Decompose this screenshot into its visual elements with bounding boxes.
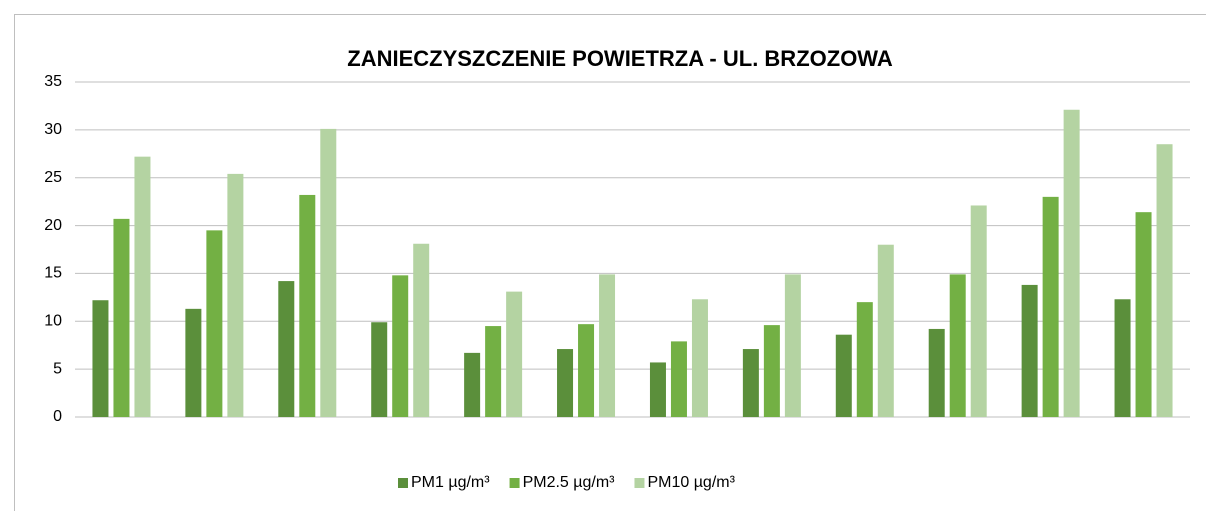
- bar: [970, 205, 987, 417]
- legend-swatch: [398, 478, 408, 488]
- y-tick-label: 35: [44, 73, 62, 90]
- bar: [134, 156, 151, 417]
- y-tick-label: 15: [44, 265, 62, 282]
- bar: [649, 362, 666, 417]
- bar: [506, 291, 523, 417]
- bar: [578, 324, 595, 417]
- y-tick-label: 20: [44, 217, 62, 234]
- bar: [1063, 109, 1080, 417]
- bar: [928, 328, 945, 417]
- bar: [371, 322, 388, 417]
- bar: [299, 194, 316, 417]
- bar: [835, 334, 852, 417]
- bar: [278, 281, 295, 417]
- y-tick-label: 0: [53, 408, 62, 425]
- bar: [1156, 144, 1173, 417]
- legend-swatch: [634, 478, 645, 488]
- chart-border: [14, 14, 1206, 511]
- bar: [227, 173, 244, 417]
- bar: [784, 274, 801, 417]
- bar: [413, 243, 430, 417]
- bar: [185, 308, 202, 417]
- legend-label: PM2.5 µg/m³: [523, 474, 616, 491]
- bar: [1135, 212, 1152, 417]
- bar: [485, 326, 502, 417]
- bar: [464, 352, 481, 417]
- bar: [557, 349, 574, 417]
- legend-label: PM1 µg/m³: [411, 474, 490, 491]
- bar: [392, 275, 409, 417]
- bar: [206, 230, 223, 417]
- bar: [877, 244, 894, 417]
- y-tick-label: 5: [53, 360, 62, 377]
- bar: [1042, 196, 1059, 417]
- bar: [113, 218, 130, 417]
- bar: [670, 341, 687, 417]
- bar: [763, 325, 780, 417]
- bar: [320, 128, 337, 417]
- bar: [856, 302, 873, 417]
- chart-title: ZANIECZYSZCZENIE POWIETRZA - UL. BRZOZOW…: [347, 46, 893, 71]
- y-tick-label: 30: [44, 121, 62, 138]
- y-tick-label: 10: [44, 313, 62, 330]
- legend-swatch: [509, 478, 520, 488]
- bar: [1021, 284, 1038, 417]
- legend-label: PM10 µg/m³: [647, 474, 735, 491]
- bar: [92, 300, 109, 417]
- y-tick-label: 25: [44, 169, 62, 186]
- bar: [599, 274, 616, 417]
- bar: [691, 299, 708, 417]
- bar: [949, 274, 966, 417]
- bar: [1114, 299, 1131, 417]
- bar: [742, 349, 759, 417]
